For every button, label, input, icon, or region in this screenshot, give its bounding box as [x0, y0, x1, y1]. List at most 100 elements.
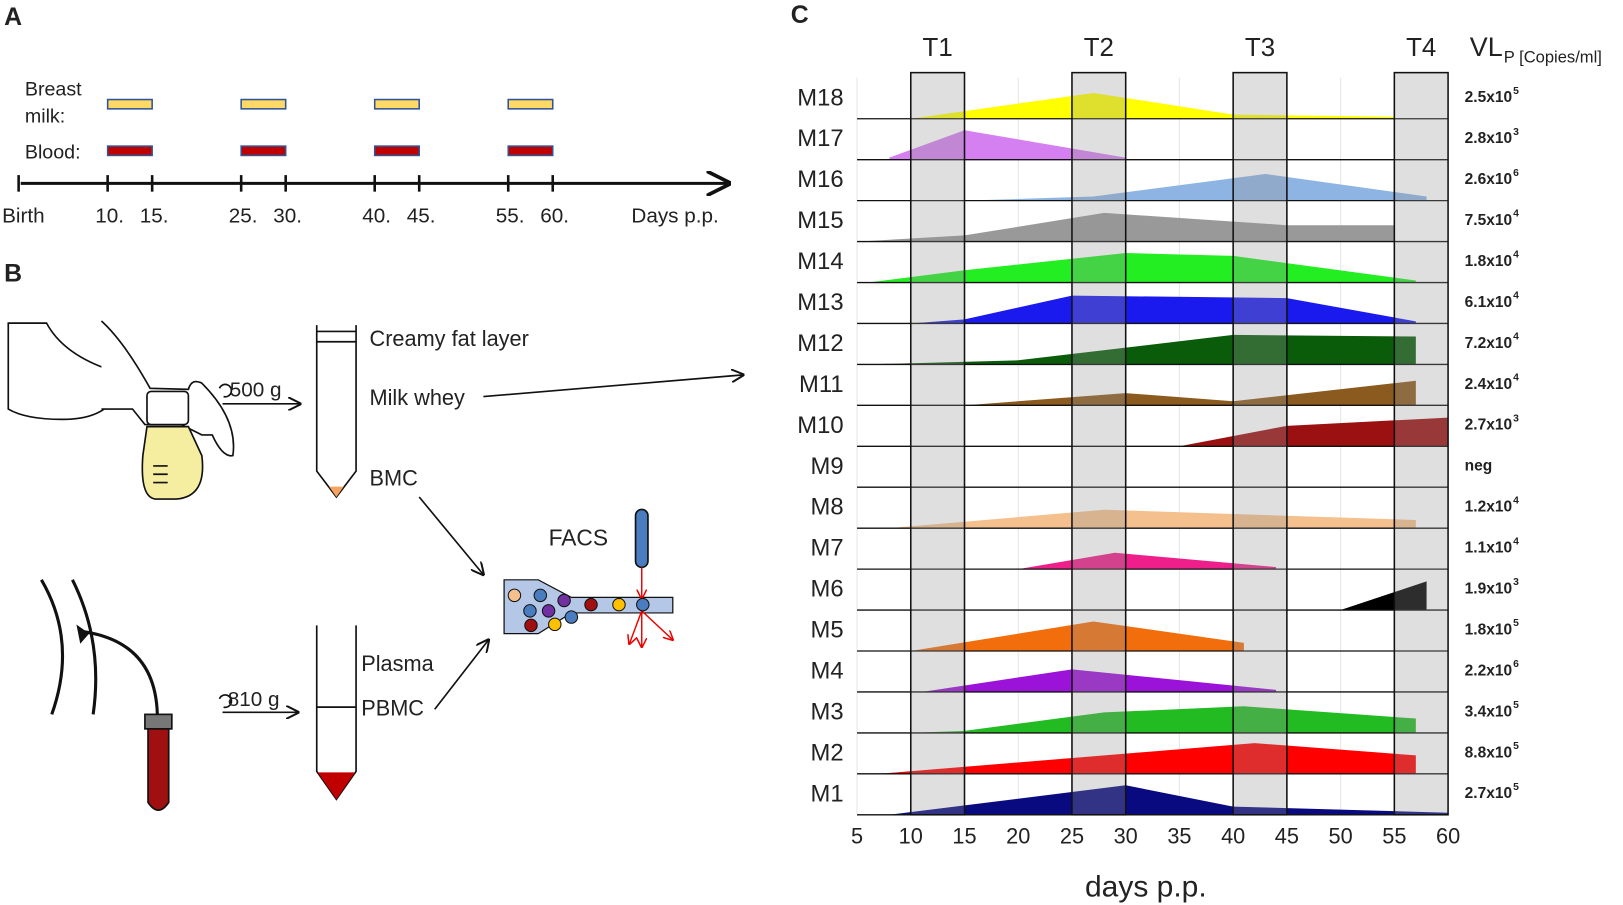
vl-label: 2.6x10 [1465, 171, 1512, 188]
scatter-rays [629, 567, 672, 647]
arm [40, 579, 98, 715]
vl-label: 7.5x10 [1465, 212, 1512, 229]
tick-label: 15. [140, 205, 169, 228]
x-tick-label: 15 [952, 824, 976, 849]
vl-exponent: 3 [1513, 413, 1519, 424]
spin-label: 810 g [228, 688, 280, 711]
row-label: M1 [811, 780, 844, 807]
row-label: M18 [797, 84, 843, 111]
spin-label: 500 g [230, 379, 282, 402]
blood-window [507, 145, 554, 157]
x-tick-label: 55 [1382, 824, 1406, 849]
panel-b: 500 g 810 g Creamy fat layer Milk whey B… [7, 320, 743, 811]
milk-tube [315, 325, 357, 499]
area [910, 621, 1244, 652]
row-label: M7 [811, 535, 844, 562]
panel-label: C [791, 2, 809, 29]
period-label: T4 [1406, 34, 1436, 62]
vl-label: neg [1465, 458, 1493, 475]
period [1393, 71, 1449, 816]
layer-label: Milk whey [370, 385, 465, 410]
area [910, 295, 1416, 324]
layer-label: BMC [370, 466, 418, 491]
area [889, 130, 1126, 160]
blood-tube [147, 728, 170, 811]
area [964, 380, 1416, 406]
vl-label: 7.2x10 [1465, 335, 1512, 352]
bottle-marks [153, 465, 168, 484]
row-label: Breast [25, 78, 82, 100]
tick-label: 40. [362, 205, 391, 228]
x-tick-label: 35 [1167, 824, 1191, 849]
area [921, 669, 1277, 692]
row-label: M13 [797, 289, 843, 316]
row-label: milk: [25, 105, 65, 127]
row-label: M2 [811, 739, 844, 766]
area [910, 706, 1416, 733]
vl-exponent: 3 [1513, 127, 1519, 138]
vl-exponent: 4 [1513, 209, 1519, 220]
x-tick-label: 30 [1114, 824, 1138, 849]
vl-label: 3.4x10 [1465, 703, 1512, 720]
breast-pump [7, 322, 117, 421]
vl-exponent: 5 [1513, 782, 1519, 793]
arrow [418, 496, 483, 575]
vl-header: VL [1470, 32, 1503, 62]
row-label: M11 [799, 371, 844, 398]
x-tick-label: 50 [1329, 824, 1353, 849]
x-tick-label: 20 [1006, 824, 1030, 849]
x-tick-label: 10 [899, 824, 923, 849]
area [889, 785, 1449, 815]
row-label: M5 [811, 617, 844, 644]
period-label: T3 [1245, 34, 1275, 62]
area [1179, 417, 1449, 447]
period-label: T1 [923, 34, 953, 62]
area [964, 174, 1427, 201]
tick-label: 60. [540, 205, 569, 228]
area [910, 92, 1395, 119]
bmc-pellet [329, 486, 344, 498]
vl-header-sub: P [Copies/ml] [1504, 47, 1602, 66]
row-label: M9 [811, 453, 844, 480]
needle [76, 624, 90, 644]
vl-label: 2.7x10 [1465, 785, 1512, 802]
vl-exponent: 3 [1513, 577, 1519, 588]
fat-layer [316, 330, 357, 343]
rbc-pellet [317, 772, 356, 800]
cells [507, 588, 650, 633]
row-label: M12 [797, 330, 843, 357]
vl-label: 2.5x10 [1465, 89, 1512, 106]
axis-label: Days p.p. [631, 205, 718, 228]
spin-icon [218, 383, 233, 398]
row-label: M3 [811, 698, 844, 725]
row-label: M10 [797, 412, 843, 439]
area [867, 253, 1416, 283]
vl-label: 8.8x10 [1465, 744, 1512, 761]
milk-window [106, 98, 153, 110]
vl-label: 1.9x10 [1465, 581, 1512, 598]
x-tick-label: 5 [851, 824, 863, 849]
layer-label: Plasma [361, 651, 434, 676]
vl-label: 1.1x10 [1465, 540, 1512, 557]
vl-exponent: 4 [1513, 332, 1519, 343]
pump-body [100, 320, 235, 457]
milk-bottle [141, 425, 204, 500]
milk-window [373, 98, 420, 110]
row-label: M14 [797, 248, 843, 275]
area [878, 743, 1416, 774]
area [889, 509, 1416, 529]
x-tick-label: 45 [1275, 824, 1299, 849]
tick-label: 45. [407, 205, 436, 228]
row-label: M6 [811, 576, 844, 603]
x-tick-label: 25 [1060, 824, 1084, 849]
vl-exponent: 4 [1513, 373, 1519, 384]
vl-exponent: 6 [1513, 659, 1519, 670]
tick-label: 10. [95, 205, 124, 228]
vl-exponent: 4 [1513, 536, 1519, 547]
period [909, 71, 966, 816]
x-axis-label: days p.p. [1085, 871, 1207, 904]
vl-label: 2.2x10 [1465, 662, 1512, 679]
